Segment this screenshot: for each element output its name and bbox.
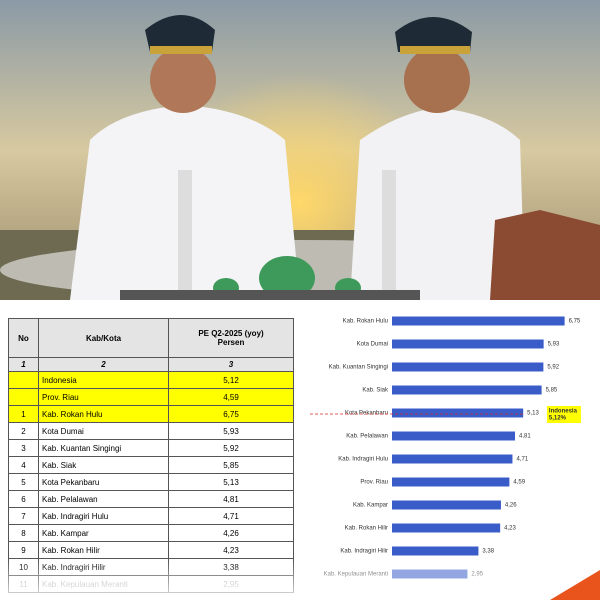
table-cell: Kab. Pelalawan [38,490,169,508]
table-row: 3 Kab. Kuantan Singingi 5,92 [8,439,294,457]
category-label: Kab. Kampar [353,503,388,509]
table-row: 8 Kab. Kampar 4,26 [8,524,294,542]
table-cell: 5,13 [168,473,294,491]
fade-overlay [0,560,600,600]
category-label: Kota Pekanbaru [345,411,388,417]
table-cell: Kota Dumai [38,422,169,440]
value-label: 4,81 [519,434,531,440]
table-cell: 6,75 [168,405,294,423]
value-label: 4,71 [516,457,528,463]
table-row: 1 Kab. Rokan Hulu 6,75 [8,405,294,423]
table-row: Indonesia 5,12 [8,371,294,389]
corner-decoration [550,570,600,600]
bar [392,408,524,418]
bar [392,431,515,441]
bar [392,454,513,464]
value-label: 2,95 [471,572,483,578]
category-label: Kota Dumai [357,342,388,348]
category-label: Kab. Rokan Hulu [343,319,388,325]
table-row: 7 Kab. Indragiri Hulu 4,71 [8,507,294,525]
table-cell: Indonesia [38,371,169,389]
category-label: Prov. Riau [360,480,388,486]
column-number: 2 [38,357,169,372]
table-cell: 4,23 [168,541,294,559]
value-label: 4,26 [505,503,517,509]
value-label: 5,85 [546,388,558,394]
value-label: 5,92 [547,365,559,371]
table-cell: 2 [8,422,39,440]
bar [392,546,479,556]
table-cell: 4,26 [168,524,294,542]
bar [392,500,501,510]
table-row: 4 Kab. Siak 5,85 [8,456,294,474]
bar [392,362,544,372]
table-cell: 9 [8,541,39,559]
table-cell: 3 [8,439,39,457]
category-label: Kab. Indragiri Hilir [340,549,388,555]
table-cell: 1 [8,405,39,423]
table-cell: 5,93 [168,422,294,440]
reference-value: 5,12% [549,416,567,422]
table-row: 9 Kab. Rokan Hilir 4,23 [8,541,294,559]
table-cell: Kab. Rokan Hulu [38,405,169,423]
header-cell: No [8,318,39,358]
bar [392,523,501,533]
category-label: Kab. Kuantan Singingi [329,365,388,371]
table-cell: 7 [8,507,39,525]
value-label: 4,23 [504,526,516,532]
header-unit: Persen [217,338,245,347]
header-row: No Kab/Kota PE Q2-2025 (yoy) Persen [8,318,294,358]
table-cell: Kab. Rokan Hilir [38,541,169,559]
bar-chart: Kab. Rokan Hulu 6,75 Kota Dumai 5,93 Kab. Ku… [310,316,600,600]
value-label: 5,13 [527,411,539,417]
table-cell: Kab. Indragiri Hulu [38,507,169,525]
table-cell: 4,81 [168,490,294,508]
bar [392,316,565,326]
table-cell: 5,92 [168,439,294,457]
table-cell: 4,59 [168,388,294,406]
value-label: 4,59 [513,480,525,486]
bar [392,477,510,487]
table-cell: 4 [8,456,39,474]
header-cell: PE Q2-2025 (yoy) Persen [168,318,294,358]
table-cell: 5 [8,473,39,491]
table-row: 6 Kab. Pelalawan 4,81 [8,490,294,508]
table-cell: Prov. Riau [38,388,169,406]
bar [392,385,542,395]
table-cell: 5,12 [168,371,294,389]
column-number: 3 [168,357,294,372]
column-number: 1 [8,357,39,372]
reference-label: Indonesia [549,409,578,415]
value-label: 3,38 [482,549,494,555]
table-cell: Kab. Siak [38,456,169,474]
category-label: Kab. Indragiri Hulu [338,457,388,463]
table-cell: Kab. Kampar [38,524,169,542]
category-label: Kab. Rokan Hilir [345,526,388,532]
header-cell: Kab/Kota [38,318,169,358]
bar [392,339,544,349]
category-label: Kab. Pelalawan [346,434,388,440]
table-cell: 4,71 [168,507,294,525]
table-cell: 5,85 [168,456,294,474]
table-cell: 8 [8,524,39,542]
reference-highlight [546,406,581,423]
category-label: Kab. Kepulauan Meranti [324,572,388,578]
bar [392,569,468,579]
table-cell [8,371,39,389]
table-cell [8,388,39,406]
category-label: Kab. Siak [362,388,389,394]
table-cell: Kota Pekanbaru [38,473,169,491]
header-text: PE Q2-2025 (yoy) [198,329,264,338]
value-label: 6,75 [569,319,581,325]
table-row: 5 Kota Pekanbaru 5,13 [8,473,294,491]
value-label: 5,93 [548,342,560,348]
table-row: 2 Kota Dumai 5,93 [8,422,294,440]
table-row: Prov. Riau 4,59 [8,388,294,406]
table-cell: 6 [8,490,39,508]
banner-photo [0,0,600,300]
table-cell: Kab. Kuantan Singingi [38,439,169,457]
